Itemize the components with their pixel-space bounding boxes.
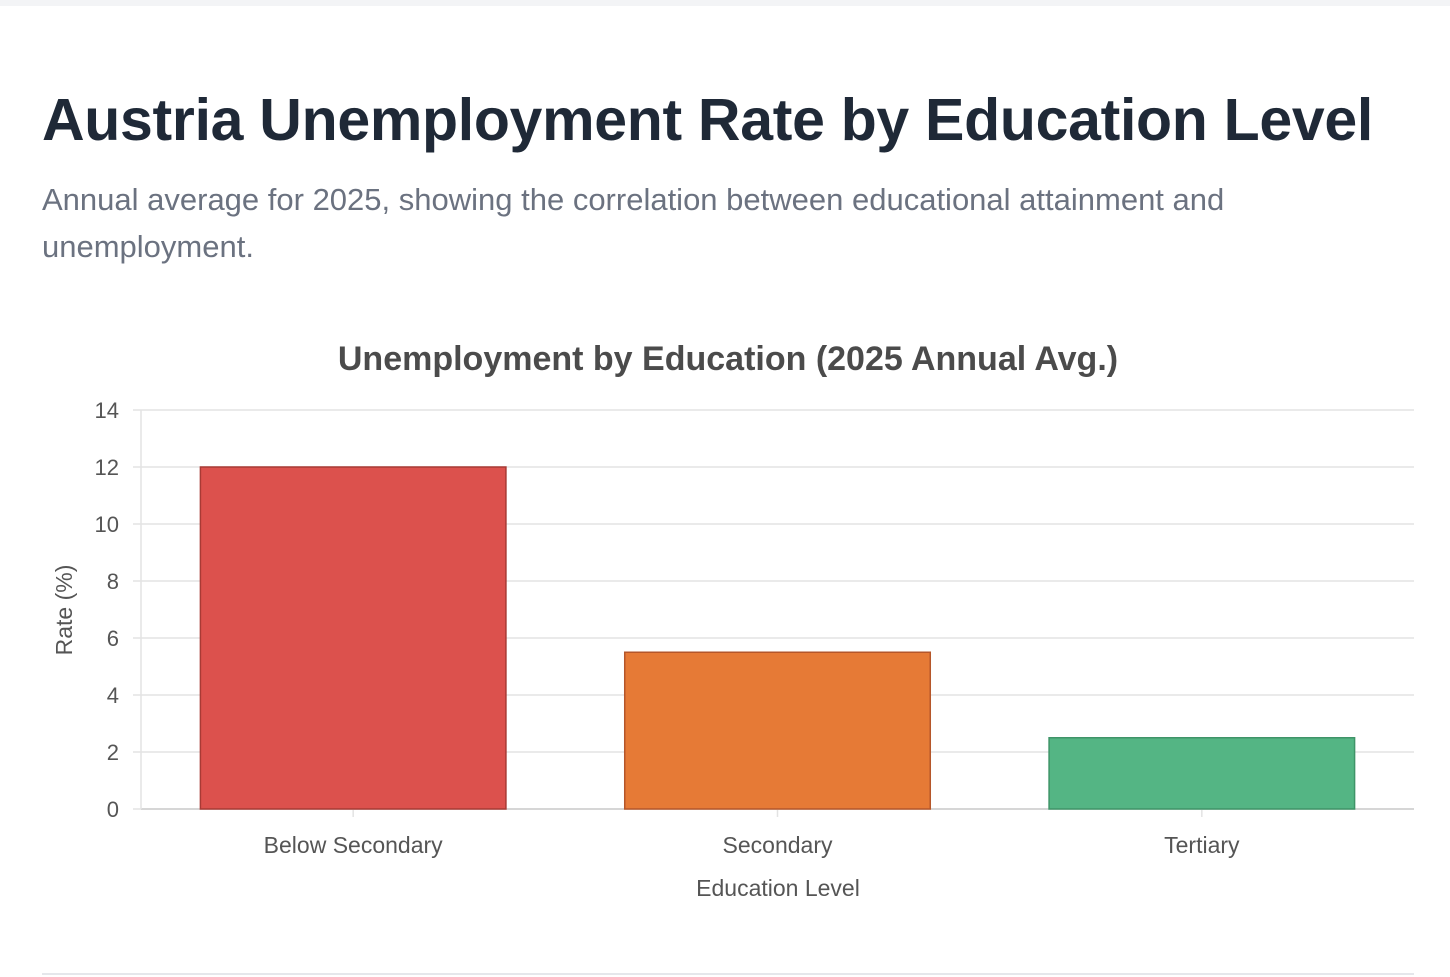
chart-container: Unemployment by Education (2025 Annual A… <box>0 320 1450 920</box>
y-tick-label: 14 <box>95 398 119 423</box>
y-tick-label: 8 <box>107 569 119 594</box>
y-tick-label: 6 <box>107 626 119 651</box>
page-subtitle: Annual average for 2025, showing the cor… <box>42 182 1225 264</box>
bars <box>199 466 1356 810</box>
y-tick-label: 12 <box>95 455 119 480</box>
y-tick-label: 10 <box>95 512 119 537</box>
bottom-divider <box>42 973 1414 975</box>
tick-labels: 0 2 4 6 8 10 12 14 Below Secondary Secondary Terti… <box>95 398 1241 858</box>
page-title: Austria Unemployment Rate by Education L… <box>42 87 1373 153</box>
y-tick-label: 2 <box>107 740 119 765</box>
x-tick-label: Tertiary <box>1164 832 1240 858</box>
bar-tertiary <box>1048 737 1356 810</box>
bar-secondary <box>623 651 932 810</box>
x-tick-label: Secondary <box>723 832 833 858</box>
x-axis-label: Education Level <box>696 875 860 901</box>
bar-below-secondary <box>199 466 507 810</box>
x-tick-label: Below Secondary <box>264 832 443 858</box>
chart-title: Unemployment by Education (2025 Annual A… <box>338 340 1118 378</box>
bar-chart: Unemployment by Education (2025 Annual A… <box>51 340 1414 901</box>
y-axis-label: Rate (%) <box>51 565 77 656</box>
top-divider <box>0 0 1450 6</box>
y-tick-label: 4 <box>107 683 119 708</box>
y-tick-label: 0 <box>107 797 119 822</box>
